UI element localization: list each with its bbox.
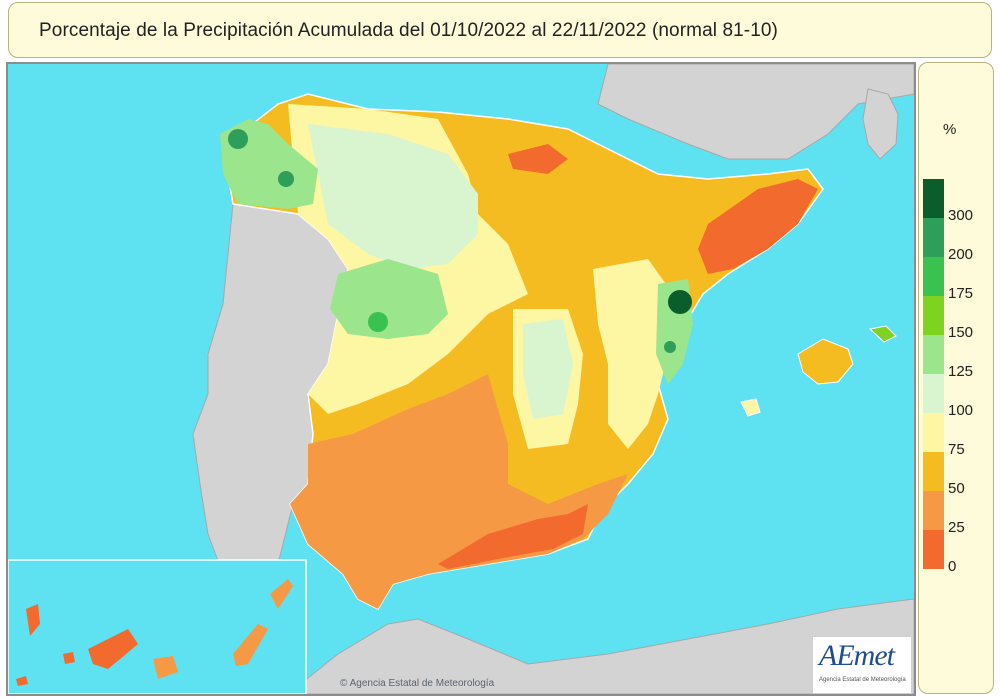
legend-tick-label: 75 (948, 441, 965, 458)
legend-swatch (923, 218, 944, 257)
map-title: Porcentaje de la Precipitación Acumulada… (39, 20, 778, 41)
legend-tick-label: 175 (948, 285, 974, 302)
hotspot-galicia-north (228, 129, 248, 149)
zone-100-125-northwest (308, 124, 478, 269)
canary-la-gomera (63, 652, 75, 664)
legend-tick-label: 125 (948, 363, 974, 380)
legend-swatch (923, 530, 944, 569)
zone-75-100-east (593, 259, 673, 449)
legend-swatch (923, 374, 944, 413)
legend-swatch (923, 335, 944, 374)
legend-swatch (923, 491, 944, 530)
legend-tick-label: 50 (948, 480, 965, 497)
menorca (868, 325, 897, 343)
zone-125-150-west (330, 259, 448, 339)
legend-swatch (923, 296, 944, 335)
legend-tick-label: 300 (948, 207, 974, 224)
france-land (597, 64, 914, 160)
title-box: Porcentaje de la Precipitación Acumulada… (8, 2, 992, 58)
legend-swatch (923, 452, 944, 491)
zone-0-25-southeast (438, 504, 588, 569)
canary-la-palma (26, 604, 40, 636)
legend-tick-label: 0 (948, 558, 957, 575)
precipitation-map (8, 64, 914, 694)
logo-text: AEmet (819, 639, 895, 672)
zone-0-25-catalonia (698, 179, 818, 274)
ibiza (740, 398, 761, 417)
map-frame (6, 62, 916, 696)
mallorca (797, 338, 854, 385)
legend-tick-label: 200 (948, 246, 974, 263)
logo-subtitle: Agencia Estatal de Meteorología (819, 677, 906, 683)
legend-tick-label: 100 (948, 402, 974, 419)
aemet-logo: AEmet Agencia Estatal de Meteorología (812, 636, 912, 694)
legend-swatch (923, 413, 944, 452)
africa-land (287, 598, 914, 694)
legend-swatch (923, 179, 944, 218)
legend-tick-label: 150 (948, 324, 974, 341)
hotspot-valencia (668, 290, 692, 314)
hotspot-valencia-south (664, 341, 676, 353)
hotspot-galicia-south (278, 171, 294, 187)
legend-unit: % (943, 121, 957, 138)
canary-lanzarote (270, 579, 293, 609)
hotspot-extremadura (368, 312, 388, 332)
canary-el-hierro (16, 676, 28, 686)
canary-fuerteventura (233, 624, 268, 666)
canary-gran-canaria (153, 656, 178, 679)
corsica-land (862, 88, 899, 160)
copyright-text: © Agencia Estatal de Meteorología (340, 678, 495, 689)
legend-tick-label: 25 (948, 519, 965, 536)
legend-swatch (923, 257, 944, 296)
canary-tenerife (88, 629, 138, 669)
zone-100-125-central (523, 319, 573, 419)
legend: % 300 200 175 150 125 100 75 50 25 0 (918, 62, 994, 694)
zone-0-25-north (508, 144, 568, 174)
